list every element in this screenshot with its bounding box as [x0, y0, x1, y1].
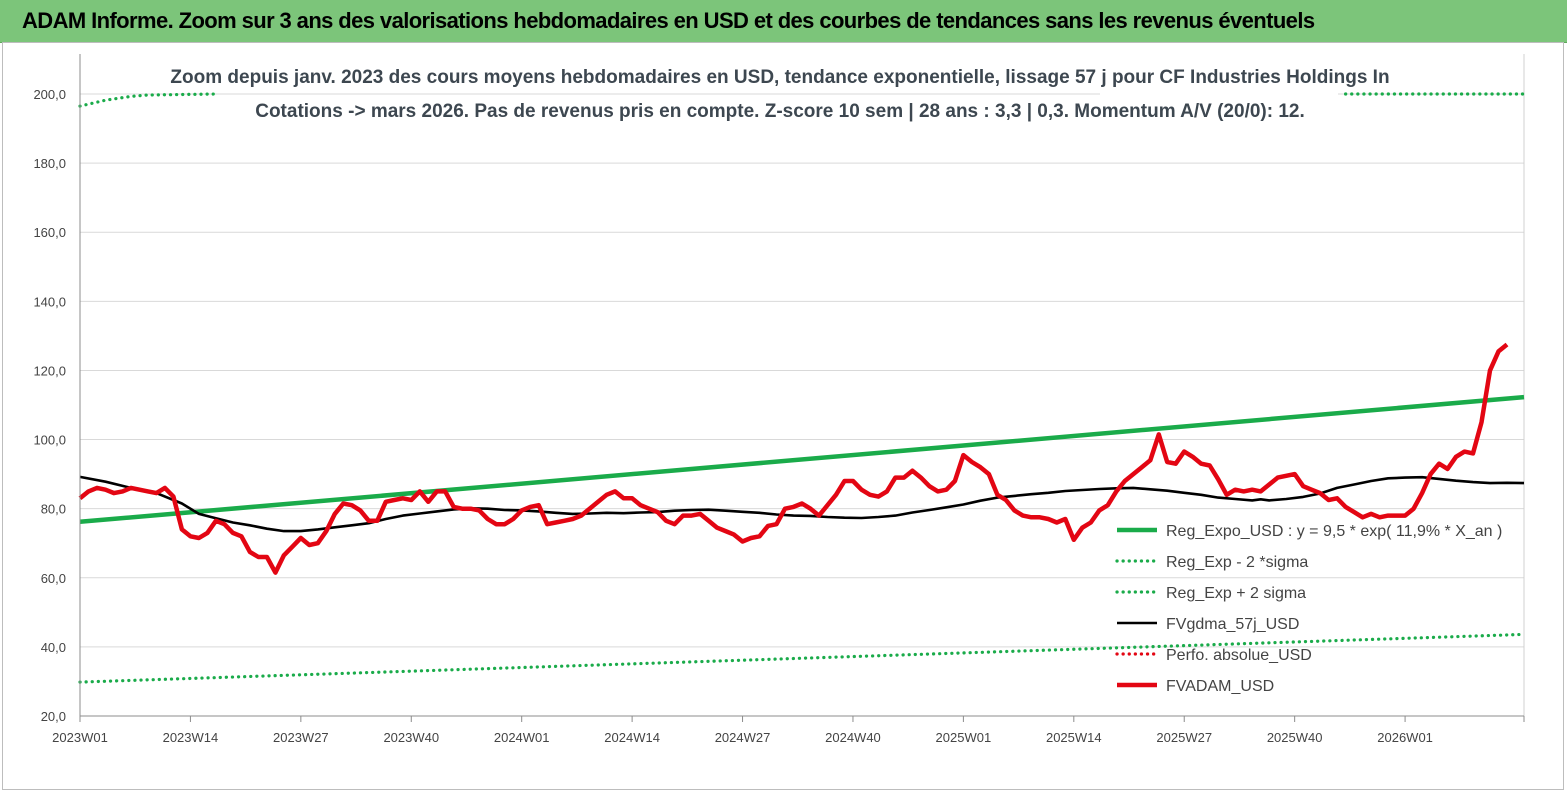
y-tick-label: 60,0: [41, 571, 66, 586]
banner: ADAM Informe. Zoom sur 3 ans des valoris…: [0, 0, 1567, 43]
x-tick-label: 2023W27: [273, 730, 329, 745]
chart-frame: [2, 42, 1564, 790]
series-line: [78, 92, 218, 108]
x-tick-label: 2025W40: [1267, 730, 1323, 745]
y-tick-label: 20,0: [41, 709, 66, 724]
legend-label: Perfo. absolue_USD: [1166, 647, 1312, 664]
series-line: [79, 394, 1525, 525]
x-tick-label: 2024W14: [604, 730, 660, 745]
legend-label: Reg_Expo_USD : y = 9,5 * exp( 11,9% * X_…: [1166, 523, 1502, 540]
x-tick-label: 2023W01: [52, 730, 108, 745]
y-tick-label: 200,0: [33, 87, 66, 102]
x-tick-label: 2025W14: [1046, 730, 1102, 745]
x-tick-label: 2024W40: [825, 730, 881, 745]
x-tick-label: 2023W40: [383, 730, 439, 745]
series-layer: [78, 92, 1526, 684]
legend-label: Reg_Exp + 2 sigma: [1166, 585, 1306, 602]
title-backdrop: [1100, 68, 1338, 126]
series-line: [79, 475, 1525, 533]
legend: Reg_Expo_USD : y = 9,5 * exp( 11,9% * X_…: [1115, 523, 1502, 695]
x-tick-label: 2025W27: [1156, 730, 1212, 745]
x-tick-label: 2023W14: [163, 730, 219, 745]
x-tick-label: 2026W01: [1377, 730, 1433, 745]
y-tick-label: 180,0: [33, 156, 66, 171]
y-tick-label: 100,0: [33, 433, 66, 448]
series-line: [78, 342, 1509, 575]
x-tick-label: 2024W27: [715, 730, 771, 745]
legend-label: FVADAM_USD: [1166, 678, 1274, 695]
legend-label: Reg_Exp - 2 *sigma: [1166, 554, 1308, 571]
chart-title-line-2: Cotations -> mars 2026. Pas de revenus p…: [255, 101, 1305, 122]
y-tick-label: 120,0: [33, 363, 66, 378]
x-tick-label: 2024W01: [494, 730, 550, 745]
y-tick-label: 160,0: [33, 225, 66, 240]
y-tick-label: 40,0: [41, 640, 66, 655]
x-tick-label: 2025W01: [936, 730, 992, 745]
banner-title: ADAM Informe. Zoom sur 3 ans des valoris…: [22, 8, 1315, 33]
y-tick-label: 80,0: [41, 502, 66, 517]
axes-layer: 20,0 40,0 60,0 80,0 100,0 120,0 140,0 160,0 180,…: [33, 54, 1525, 745]
chart-title-line-1: Zoom depuis janv. 2023 des cours moyens …: [170, 67, 1389, 88]
gridlines: [80, 93, 1524, 717]
legend-label: FVgdma_57j_USD: [1166, 616, 1299, 633]
y-tick-label: 140,0: [33, 294, 66, 309]
